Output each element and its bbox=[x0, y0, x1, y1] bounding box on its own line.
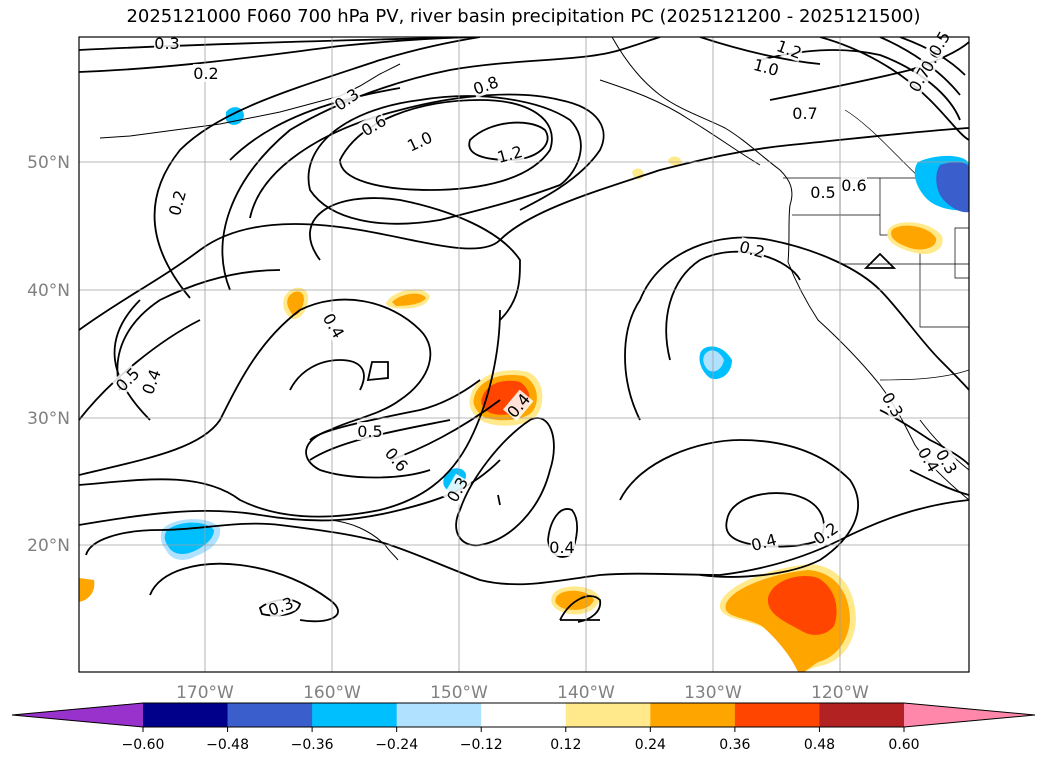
svg-text:0.7: 0.7 bbox=[792, 104, 817, 123]
svg-text:0.2: 0.2 bbox=[193, 64, 218, 83]
contour-label: 0.3 bbox=[330, 84, 363, 115]
longitude-label: 120°W bbox=[811, 683, 869, 703]
contour-label: 0.4 bbox=[138, 366, 165, 397]
svg-text:0.5: 0.5 bbox=[810, 183, 835, 202]
latitude-label: 40°N bbox=[27, 281, 70, 301]
contour-label: 0.5 bbox=[357, 422, 383, 441]
colorbar-swatch bbox=[312, 703, 398, 727]
contour-label: 1.2 bbox=[774, 36, 805, 63]
latitude-label: 30°N bbox=[27, 409, 70, 429]
longitude-label: 170°W bbox=[176, 683, 234, 703]
svg-text:0.3: 0.3 bbox=[154, 34, 179, 53]
colorbar: −0.60 −0.48 −0.36 −0.24 −0.12 0.12 0.24 0.36 0.4… bbox=[11, 702, 1036, 753]
svg-text:0.2: 0.2 bbox=[810, 519, 842, 549]
map-frame bbox=[78, 36, 970, 673]
svg-text:0.5: 0.5 bbox=[357, 422, 382, 441]
colorbar-tick-label: 0.24 bbox=[635, 737, 666, 753]
svg-text:1.0: 1.0 bbox=[404, 128, 435, 156]
svg-text:0.3: 0.3 bbox=[932, 446, 961, 478]
contour-label: 0.3 bbox=[265, 593, 296, 620]
colorbar-tick-label: −0.24 bbox=[375, 737, 418, 753]
contour-label: 0.2 bbox=[809, 518, 842, 549]
contour-label: 0.5 bbox=[810, 183, 836, 202]
contour-label: 0.8 bbox=[470, 72, 501, 99]
contour-label: 0.4 bbox=[748, 529, 779, 555]
svg-text:0.3: 0.3 bbox=[266, 593, 296, 620]
contour-label: 0.6 bbox=[381, 443, 413, 476]
svg-text:1.2: 1.2 bbox=[774, 36, 804, 63]
longitude-label: 140°W bbox=[557, 683, 615, 703]
longitude-labels: 170°W 160°W 150°W 140°W 130°W 120°W bbox=[176, 683, 869, 703]
svg-text:0.4: 0.4 bbox=[749, 530, 779, 555]
latitude-label: 20°N bbox=[27, 536, 70, 556]
svg-text:0.2: 0.2 bbox=[737, 237, 767, 262]
longitude-label: 130°W bbox=[684, 683, 742, 703]
contour-label: 0.3 bbox=[878, 388, 908, 421]
contour-label: 0.3 bbox=[932, 445, 962, 478]
colorbar-swatch bbox=[481, 703, 567, 727]
colorbar-swatch bbox=[650, 703, 736, 727]
colorbar-tick-label: 0.36 bbox=[719, 737, 750, 753]
colorbar-tick-label: 0.60 bbox=[888, 737, 919, 753]
contour-label: 0.2 bbox=[193, 64, 219, 83]
gridlines bbox=[79, 37, 969, 672]
colorbar-tick-label: −0.36 bbox=[291, 737, 334, 753]
colorbar-swatch bbox=[565, 703, 651, 727]
colorbar-tick-label: −0.60 bbox=[122, 737, 165, 753]
colorbar-swatch bbox=[227, 703, 313, 727]
latitude-labels: 50°N 40°N 30°N 20°N bbox=[27, 153, 70, 556]
contour-label: 0.4 bbox=[319, 309, 349, 342]
svg-text:0.4: 0.4 bbox=[138, 367, 165, 397]
svg-text:0.4: 0.4 bbox=[319, 310, 348, 342]
map-title: 2025121000 F060 700 hPa PV, river basin … bbox=[126, 6, 921, 27]
colorbar-tick-label: −0.12 bbox=[460, 737, 503, 753]
colorbar-tick-label: 0.48 bbox=[804, 737, 835, 753]
contour-label: 0.3 bbox=[154, 34, 180, 53]
svg-text:0.6: 0.6 bbox=[381, 444, 412, 476]
colorbar-tick-label: −0.48 bbox=[206, 737, 249, 753]
svg-text:0.3: 0.3 bbox=[331, 85, 363, 115]
contour-label: 1.0 bbox=[403, 127, 435, 156]
contour-label: 0.7 bbox=[792, 104, 818, 123]
contour-label: 0.4 bbox=[549, 538, 575, 557]
svg-text:0.3: 0.3 bbox=[878, 389, 907, 421]
colorbar-swatch bbox=[819, 703, 905, 727]
contour-label: 1.2 bbox=[494, 141, 525, 167]
svg-text:1.2: 1.2 bbox=[495, 142, 525, 167]
svg-text:0.4: 0.4 bbox=[549, 538, 574, 557]
contour-label: 0.6 bbox=[841, 176, 867, 195]
latitude-label: 50°N bbox=[27, 153, 70, 173]
longitude-label: 150°W bbox=[430, 683, 488, 703]
colorbar-extend-low bbox=[12, 703, 143, 727]
colorbar-swatch bbox=[734, 703, 820, 727]
colorbar-extend-high bbox=[904, 703, 1035, 727]
svg-text:0.2: 0.2 bbox=[165, 188, 190, 218]
colorbar-swatch bbox=[396, 703, 482, 727]
contour-label: 0.2 bbox=[737, 236, 768, 262]
precip-shading bbox=[79, 107, 969, 672]
contour-label: 0.2 bbox=[164, 187, 190, 218]
svg-text:1.0: 1.0 bbox=[751, 55, 781, 80]
colorbar-tick-label: 0.12 bbox=[550, 737, 581, 753]
colorbar-swatch bbox=[143, 703, 229, 727]
contour-label: 1.0 bbox=[751, 54, 782, 80]
svg-text:0.6: 0.6 bbox=[841, 176, 866, 195]
longitude-label: 160°W bbox=[303, 683, 361, 703]
